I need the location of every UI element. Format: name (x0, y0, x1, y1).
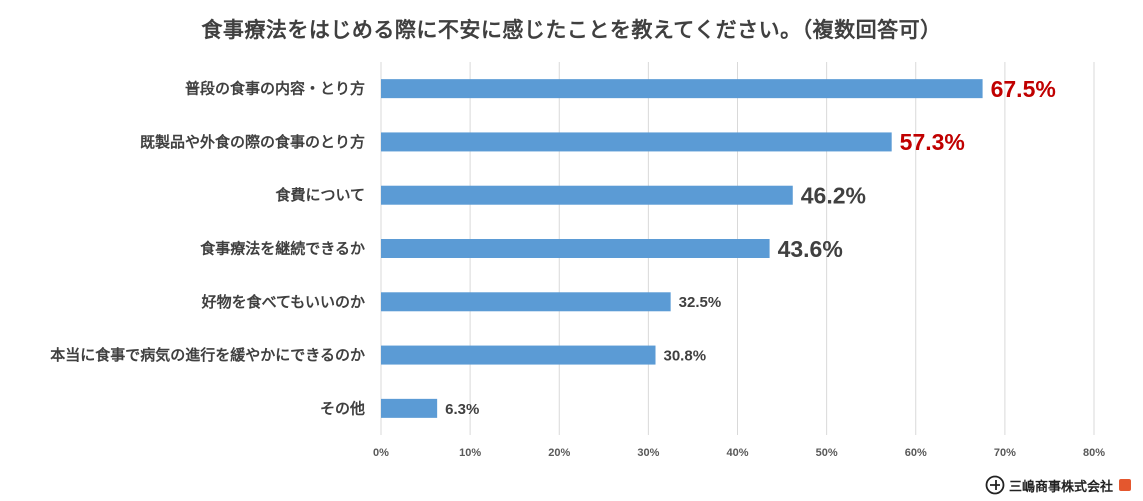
category-label: 好物を食べてもいいのか (201, 293, 365, 311)
category-label: 食事療法を継続できるか (200, 240, 365, 258)
bar (381, 292, 671, 312)
data-label: 43.6% (778, 236, 843, 262)
bar (381, 345, 656, 365)
chart-title: 食事療法をはじめる際に不安に感じたことを教えてください。（複数回答可） (201, 19, 942, 42)
x-tick-label: 60% (905, 447, 927, 459)
bar (381, 79, 983, 99)
x-tick-label: 20% (548, 447, 570, 459)
category-label: 食費について (275, 186, 365, 204)
x-tick-label: 70% (994, 447, 1016, 459)
data-label: 67.5% (991, 76, 1056, 102)
bar (381, 185, 793, 205)
mishima-logo-icon (985, 475, 1005, 495)
data-label: 30.8% (664, 347, 707, 364)
company-logo: 三嶋商事株式会社 (985, 475, 1131, 495)
x-tick-label: 80% (1083, 447, 1105, 459)
x-tick-label: 10% (459, 447, 481, 459)
bar (381, 239, 770, 258)
x-tick-label: 50% (816, 447, 838, 459)
data-label: 32.5% (679, 294, 722, 311)
data-label: 46.2% (801, 182, 866, 208)
x-tick-label: 30% (637, 447, 659, 459)
bar (381, 398, 438, 418)
category-label: 普段の食事の内容・とり方 (185, 80, 365, 98)
company-name: 三嶋商事株式会社 (1008, 478, 1113, 494)
bar (381, 132, 892, 152)
category-label: その他 (320, 399, 365, 417)
x-tick-label: 0% (373, 447, 389, 459)
seal-icon (1119, 479, 1131, 491)
data-label: 6.3% (445, 401, 479, 418)
category-label: 本当に食事で病気の進行を緩やかにできるのか (50, 346, 365, 364)
category-label: 既製品や外食の際の食事のとり方 (140, 133, 365, 151)
data-label: 57.3% (900, 129, 965, 155)
x-tick-label: 40% (726, 447, 748, 459)
